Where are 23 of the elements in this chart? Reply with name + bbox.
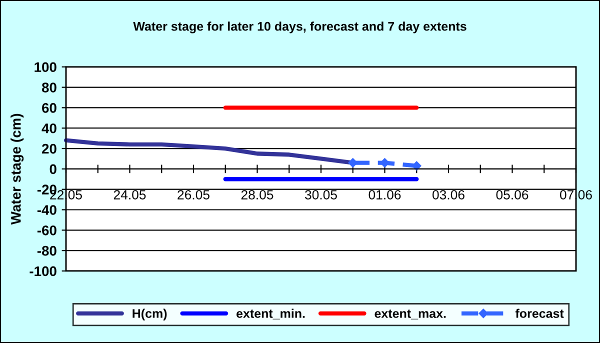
y-tick-label: -100 [30, 266, 56, 276]
y-tick-label: 40 [42, 123, 56, 134]
y-tick-label: -40 [37, 205, 56, 215]
chart-title: Water stage for later 10 days, forecast and 7 day extents [133, 22, 466, 34]
y-tick-label: 20 [42, 144, 56, 154]
y-tick-label: -80 [37, 246, 56, 256]
legend-label: extent_max. [374, 310, 446, 320]
y-tick-label: 100 [34, 62, 56, 72]
y-tick-label: 60 [42, 103, 56, 113]
legend-label: forecast [515, 308, 564, 318]
x-tick-label: 05.06 [496, 190, 528, 200]
x-tick-label: 24.05 [114, 190, 146, 200]
y-tick-label: 0 [50, 164, 56, 174]
x-tick-label: 28.05 [241, 190, 274, 200]
x-tick-label: 30.05 [304, 190, 337, 200]
y-axis-title: Water stage (cm) [10, 114, 24, 225]
y-tick-label: -60 [37, 225, 56, 236]
legend-label: H(cm) [132, 308, 167, 320]
legend-label: extent_min. [236, 308, 305, 320]
x-tick-label: 26.05 [178, 190, 210, 200]
y-tick-label: 80 [42, 82, 56, 92]
x-tick-label: 03.06 [432, 190, 464, 200]
x-tick-label: 01.06 [368, 190, 401, 200]
